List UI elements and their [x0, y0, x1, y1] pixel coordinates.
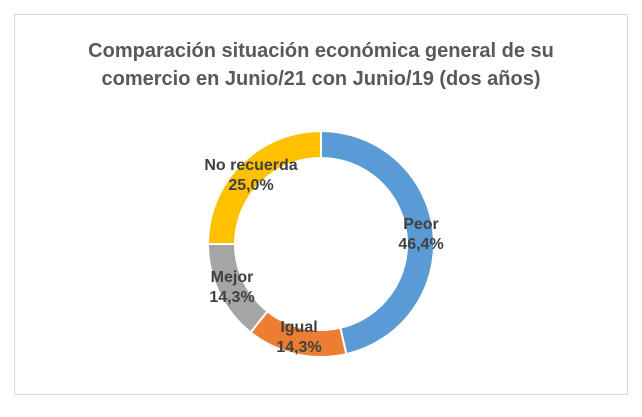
chart-title-line-1: Comparación situación económica general …	[88, 40, 554, 62]
slice-label-no-recuerda-value: 25,0%	[228, 177, 273, 194]
donut-slice-no-recuerda	[206, 129, 322, 245]
slice-label-igual-value: 14,3%	[276, 339, 321, 356]
slice-label-peor-name: Peor	[403, 216, 439, 233]
slice-label-igual-name: Igual	[280, 319, 317, 336]
slice-label-peor-value: 46,4%	[398, 236, 443, 253]
slice-label-mejor-value: 14,3%	[209, 289, 254, 306]
chart-title-line-2: comercio en Junio/21 con Junio/19 (dos a…	[101, 68, 541, 90]
slice-label-mejor-name: Mejor	[211, 269, 254, 286]
donut-slice-peor	[320, 129, 435, 356]
donut-slices	[206, 129, 435, 358]
slice-label-no-recuerda-name: No recuerda	[204, 157, 297, 174]
